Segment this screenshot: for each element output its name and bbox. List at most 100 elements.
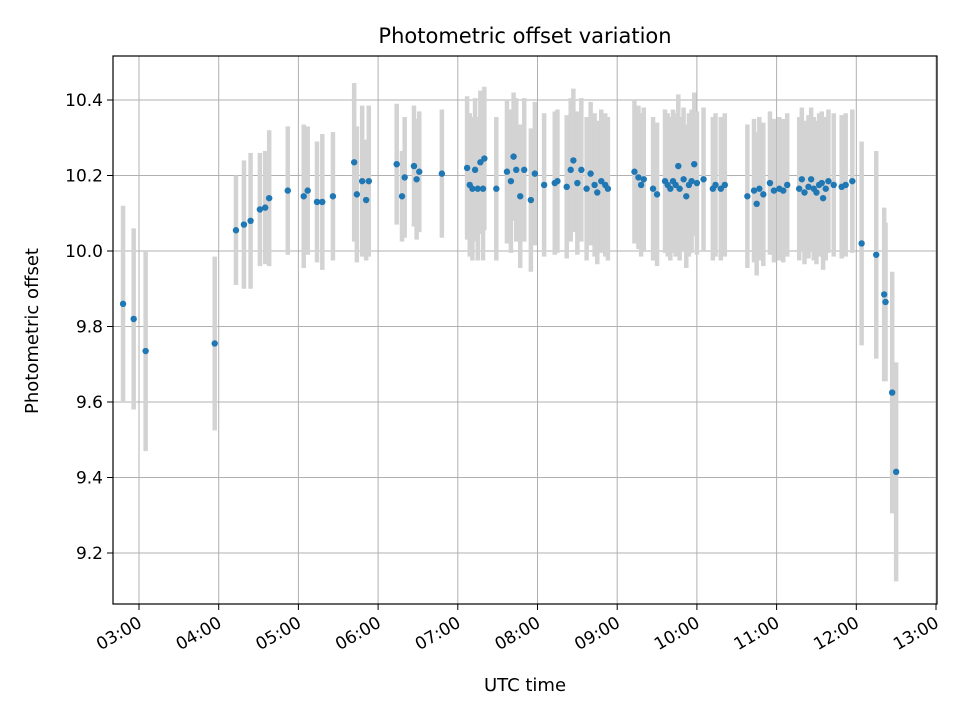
- data-point: [365, 177, 373, 185]
- data-point: [770, 187, 778, 194]
- data-point: [410, 162, 418, 170]
- data-point: [119, 300, 127, 308]
- data-point: [825, 177, 832, 185]
- data-point: [635, 174, 642, 181]
- data-point: [873, 251, 880, 258]
- data-point: [653, 191, 661, 198]
- data-point: [513, 166, 520, 174]
- error-bars: [120, 83, 899, 582]
- data-point: [353, 191, 361, 198]
- data-point: [766, 179, 774, 187]
- data-point: [753, 200, 760, 208]
- plot-frame: [112, 55, 938, 605]
- data-point: [481, 155, 488, 162]
- data-point: [583, 185, 590, 192]
- data-point: [393, 160, 400, 168]
- chart-title: Photometric offset variation: [378, 24, 671, 48]
- x-tick-label: 11:00: [731, 613, 783, 655]
- data-point: [712, 181, 719, 189]
- data-point: [858, 240, 865, 247]
- data-point: [416, 168, 423, 175]
- data-point: [676, 185, 683, 192]
- y-axis-label: Photometric offset: [22, 248, 43, 414]
- data-point: [401, 174, 408, 181]
- data-point: [521, 166, 528, 174]
- data-point: [604, 185, 612, 192]
- data-point: [649, 185, 657, 192]
- x-tick-label: 03:00: [93, 613, 145, 655]
- data-point: [578, 166, 585, 174]
- data-point: [591, 181, 598, 189]
- y-tick-label: 9.6: [76, 393, 103, 413]
- data-points: [119, 153, 900, 476]
- x-tick-label: 12:00: [810, 613, 862, 655]
- data-point: [801, 189, 808, 196]
- data-point: [756, 185, 763, 192]
- data-point: [818, 179, 825, 187]
- data-point: [574, 179, 581, 187]
- data-point: [261, 204, 269, 211]
- data-point: [540, 181, 548, 189]
- y-tick-label: 9.2: [76, 544, 103, 564]
- data-point: [672, 181, 679, 189]
- data-point: [256, 206, 264, 213]
- data-point: [691, 160, 698, 168]
- data-point: [594, 189, 601, 196]
- data-point: [807, 176, 815, 183]
- data-point: [813, 189, 820, 196]
- x-tick-label: 04:00: [173, 613, 225, 655]
- data-point: [554, 177, 561, 185]
- data-point: [570, 157, 577, 164]
- data-point: [563, 183, 570, 191]
- data-point: [531, 170, 539, 177]
- data-point: [631, 168, 638, 175]
- data-point: [474, 185, 481, 192]
- data-point: [830, 181, 837, 189]
- x-tick-label: 08:00: [492, 613, 544, 655]
- data-point: [517, 193, 524, 200]
- data-point: [232, 227, 240, 234]
- data-point: [350, 159, 358, 166]
- data-point: [880, 291, 888, 298]
- data-point: [700, 176, 707, 183]
- x-tick-label: 09:00: [571, 613, 623, 655]
- data-point: [842, 181, 849, 189]
- y-tick-label: 10.4: [65, 91, 103, 111]
- data-point: [637, 181, 645, 189]
- data-point: [471, 166, 479, 174]
- data-point: [750, 187, 758, 194]
- y-tick-label: 10.2: [65, 167, 103, 187]
- data-point: [849, 177, 856, 185]
- data-point: [438, 170, 446, 177]
- data-point: [640, 176, 647, 183]
- y-tick-label: 9.4: [76, 469, 103, 489]
- data-point: [304, 187, 311, 194]
- data-point: [358, 177, 366, 185]
- y-tick-label: 10.0: [65, 242, 103, 262]
- data-point: [313, 198, 321, 206]
- x-tick-label: 05:00: [252, 613, 304, 655]
- x-tick-label: 10:00: [651, 613, 703, 655]
- data-point: [667, 185, 674, 192]
- data-point: [503, 168, 511, 175]
- data-point: [693, 179, 701, 187]
- x-tick-label: 07:00: [412, 613, 464, 655]
- data-point: [680, 176, 687, 183]
- data-point: [362, 196, 370, 204]
- data-point: [510, 153, 517, 160]
- x-tick-label: 06:00: [332, 613, 384, 655]
- data-point: [507, 177, 515, 185]
- x-tick-label: 13:00: [890, 613, 942, 655]
- data-point: [888, 389, 896, 396]
- data-point: [760, 191, 767, 198]
- data-point: [130, 315, 137, 323]
- y-tick-label: 9.8: [76, 318, 103, 338]
- data-point: [675, 162, 682, 170]
- data-point: [142, 347, 149, 355]
- data-point: [798, 176, 806, 183]
- data-point: [882, 298, 889, 306]
- data-point: [717, 185, 725, 192]
- data-point: [247, 217, 254, 224]
- data-point: [398, 193, 406, 200]
- data-point: [319, 198, 326, 206]
